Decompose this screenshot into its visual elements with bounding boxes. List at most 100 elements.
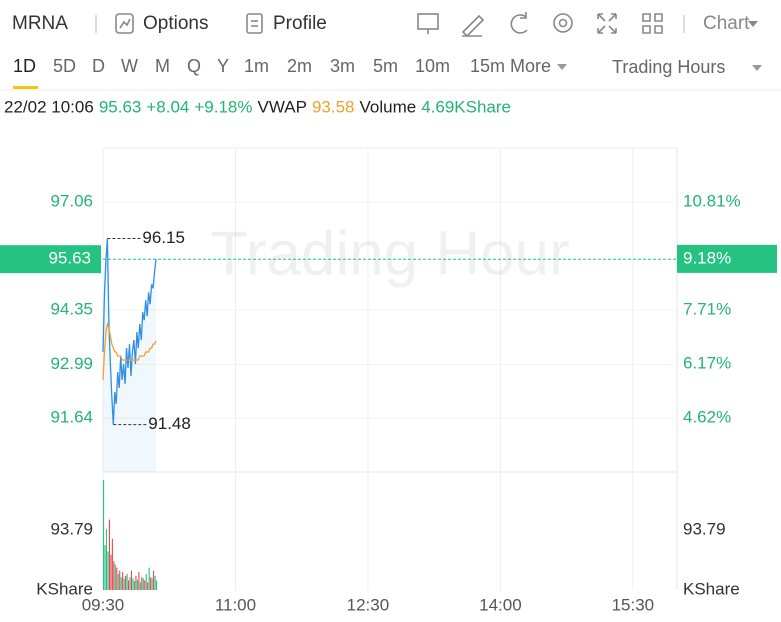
volume-bar <box>123 578 125 590</box>
quote-row: 22/02 10:06 95.63 +8.04 +9.18% VWAP 93.58 Volu… <box>4 97 511 116</box>
plot-area: 09:30 11:00 12:30 14:00 15:30 97.06 94.35 92.99… <box>0 147 777 614</box>
quote-vwap: 93.58 <box>312 97 355 116</box>
volume-bar <box>105 529 108 590</box>
period-option[interactable]: 3m <box>330 56 355 76</box>
more-menu[interactable]: More <box>510 56 551 76</box>
x-tick-label: 09:30 <box>82 595 125 614</box>
y2-tick-label: 10.81% <box>683 192 741 211</box>
period-option[interactable]: 2m <box>287 56 312 76</box>
quote-price: 95.63 <box>99 97 142 116</box>
volume-bar <box>147 582 149 590</box>
profile-icon <box>246 13 263 34</box>
quote-time: 22/02 10:06 <box>4 97 94 116</box>
options-tab[interactable]: Options <box>115 13 208 34</box>
tab-label: Profile <box>273 13 327 34</box>
y2-tick-label: 4.62% <box>683 407 731 426</box>
icon-part <box>558 18 568 28</box>
volume-bar <box>116 567 118 590</box>
y-tick-label: 97.06 <box>50 192 93 211</box>
period-option[interactable]: 15m <box>470 56 505 76</box>
period-bar: 1D 5D D W M Q Y 1m 2m 3m 5m 10m 15m More Trading Hours <box>13 56 762 89</box>
y-tick-label: 91.64 <box>50 408 93 427</box>
chart-menu-label: Chart <box>703 13 750 34</box>
active-underline <box>13 86 38 89</box>
volume-bar <box>104 545 106 590</box>
period-option[interactable]: Y <box>217 56 229 76</box>
volume-tick-label: 93.79 <box>683 519 726 538</box>
volume-bar <box>139 582 141 590</box>
volume-bar <box>129 577 131 590</box>
volume-tick-label: 93.79 <box>50 519 93 538</box>
quote-change: +8.04 <box>146 97 189 116</box>
session-menu[interactable]: Trading Hours <box>612 57 725 77</box>
period-option[interactable]: W <box>121 56 138 76</box>
volume-bar <box>120 577 122 590</box>
last-pct-box <box>677 244 777 273</box>
last-pct-label: 9.18% <box>683 248 731 267</box>
volume-unit: KShare <box>683 579 740 598</box>
volume-bar <box>111 538 113 590</box>
quote-volume-label: Volume <box>360 97 417 116</box>
profile-tab[interactable]: Profile <box>246 13 327 34</box>
volume-bar <box>125 575 127 590</box>
annotation-label: 96.15 <box>142 228 185 247</box>
volume-bar <box>141 577 143 590</box>
caret <box>752 65 762 71</box>
volume-bar <box>142 578 144 590</box>
tool-icons <box>417 12 663 38</box>
icon-draw[interactable] <box>461 14 485 38</box>
period-option[interactable]: Q <box>187 56 201 76</box>
volume-bar <box>132 578 134 590</box>
volume-bar <box>117 574 119 590</box>
volume-bar <box>130 570 133 590</box>
volume-bar <box>103 479 105 590</box>
volume-unit: KShare <box>36 579 93 598</box>
options-icon <box>115 13 134 34</box>
period-option[interactable]: 1m <box>244 56 269 76</box>
volume-bar <box>155 580 158 590</box>
volume-bar <box>122 572 124 590</box>
x-tick-label: 11:00 <box>215 595 256 614</box>
options-icon-line <box>119 18 131 29</box>
volume-bar <box>110 554 112 590</box>
symbol: MRNA <box>12 13 68 34</box>
period-option[interactable]: M <box>155 56 170 76</box>
y-tick-label: 94.35 <box>50 300 93 319</box>
x-tick-label: 14:00 <box>479 595 522 614</box>
icon-settings[interactable] <box>553 13 573 33</box>
caret <box>748 21 758 27</box>
volume-bar <box>136 579 138 590</box>
period-option[interactable]: 1D <box>13 56 36 76</box>
volume-bar <box>150 577 152 590</box>
volume-bar <box>126 574 128 590</box>
last-price-label: 95.63 <box>48 249 91 268</box>
icon-indicator[interactable] <box>417 13 439 30</box>
volume-bar <box>145 574 147 590</box>
volume-bar <box>114 564 116 590</box>
icon-refresh[interactable] <box>510 12 528 34</box>
chart-menu[interactable]: Chart <box>703 13 758 34</box>
last-price-box <box>0 245 101 274</box>
tab-label: Options <box>143 13 208 34</box>
volume-bar <box>153 570 155 590</box>
annotation-label: 91.48 <box>148 414 191 433</box>
period-option[interactable]: 5m <box>373 56 398 76</box>
volume-bar <box>133 581 136 590</box>
x-tick-label: 12:30 <box>347 595 390 614</box>
y2-tick-label: 7.71% <box>683 300 731 319</box>
period-option[interactable]: 5D <box>53 56 76 76</box>
volume-bar <box>113 561 115 590</box>
quote-vwap-label: VWAP <box>258 97 307 116</box>
watermark: Trading Hour <box>210 219 570 288</box>
period-option[interactable]: 10m <box>415 56 450 76</box>
icon-layout[interactable] <box>642 13 663 34</box>
volume-bar <box>154 575 156 590</box>
icon-fullscreen[interactable] <box>597 13 617 34</box>
price-line <box>102 238 157 425</box>
y-tick-label: 92.99 <box>50 354 93 373</box>
volume-bar <box>148 567 150 590</box>
x-tick-label: 15:30 <box>612 595 655 614</box>
period-option[interactable]: D <box>92 56 105 76</box>
volume-bar <box>144 580 146 590</box>
